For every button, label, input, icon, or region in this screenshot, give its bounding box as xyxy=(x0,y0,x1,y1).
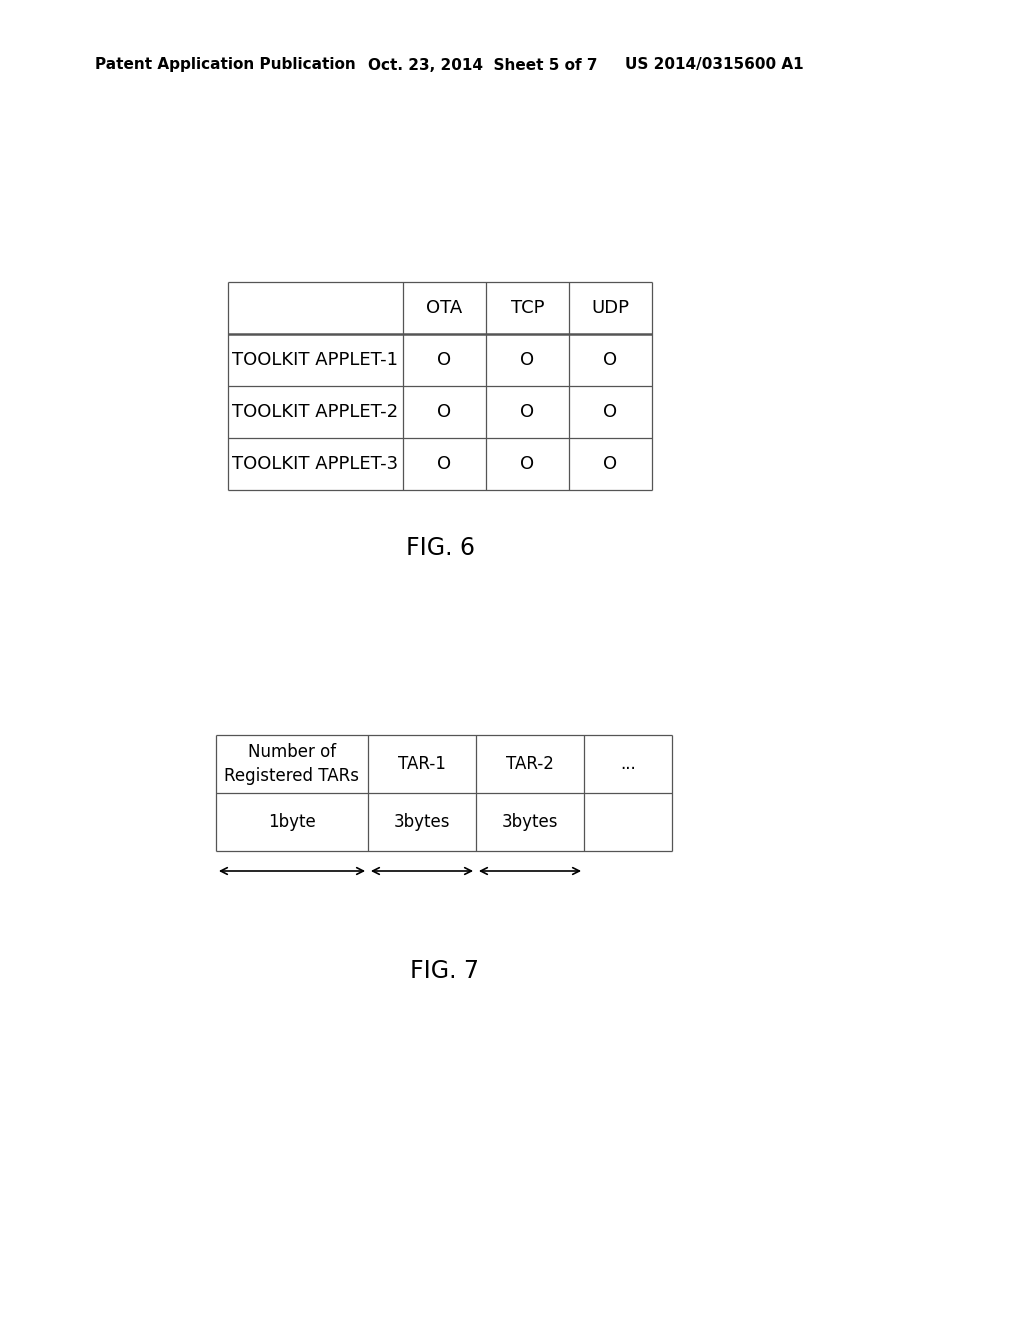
Text: OTA: OTA xyxy=(426,300,463,317)
Text: Oct. 23, 2014  Sheet 5 of 7: Oct. 23, 2014 Sheet 5 of 7 xyxy=(368,58,597,73)
Text: O: O xyxy=(603,351,617,370)
Text: UDP: UDP xyxy=(592,300,630,317)
Text: 1byte: 1byte xyxy=(268,813,315,832)
Text: TOOLKIT APPLET-2: TOOLKIT APPLET-2 xyxy=(232,403,398,421)
Text: 3bytes: 3bytes xyxy=(394,813,451,832)
Text: Patent Application Publication: Patent Application Publication xyxy=(95,58,355,73)
Text: O: O xyxy=(520,403,535,421)
Text: O: O xyxy=(603,455,617,473)
Text: FIG. 6: FIG. 6 xyxy=(406,536,474,560)
Text: TCP: TCP xyxy=(511,300,544,317)
Text: Number of
Registered TARs: Number of Registered TARs xyxy=(224,743,359,785)
Text: O: O xyxy=(437,351,452,370)
Text: ...: ... xyxy=(621,755,636,774)
Text: US 2014/0315600 A1: US 2014/0315600 A1 xyxy=(625,58,804,73)
Text: TAR-2: TAR-2 xyxy=(506,755,554,774)
Text: FIG. 7: FIG. 7 xyxy=(410,960,478,983)
Text: TOOLKIT APPLET-1: TOOLKIT APPLET-1 xyxy=(232,351,398,370)
Text: TAR-1: TAR-1 xyxy=(398,755,445,774)
Text: O: O xyxy=(437,455,452,473)
Text: 3bytes: 3bytes xyxy=(502,813,558,832)
Text: O: O xyxy=(520,455,535,473)
Text: O: O xyxy=(520,351,535,370)
Text: TOOLKIT APPLET-3: TOOLKIT APPLET-3 xyxy=(232,455,398,473)
Text: O: O xyxy=(437,403,452,421)
Text: O: O xyxy=(603,403,617,421)
